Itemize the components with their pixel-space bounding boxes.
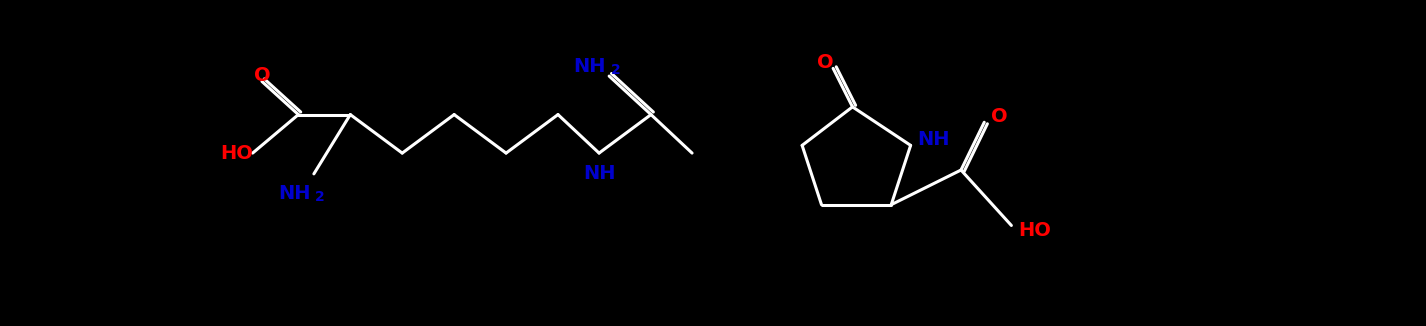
Text: NH: NH [583,164,616,183]
Text: 2: 2 [315,190,325,204]
Text: HO: HO [1018,221,1051,240]
Text: O: O [254,66,271,85]
Text: NH: NH [278,184,311,203]
Text: NH: NH [917,130,950,149]
Text: NH: NH [573,57,606,76]
Text: O: O [817,53,834,72]
Text: O: O [991,107,1008,126]
Text: 2: 2 [610,63,620,77]
Text: HO: HO [221,143,254,163]
